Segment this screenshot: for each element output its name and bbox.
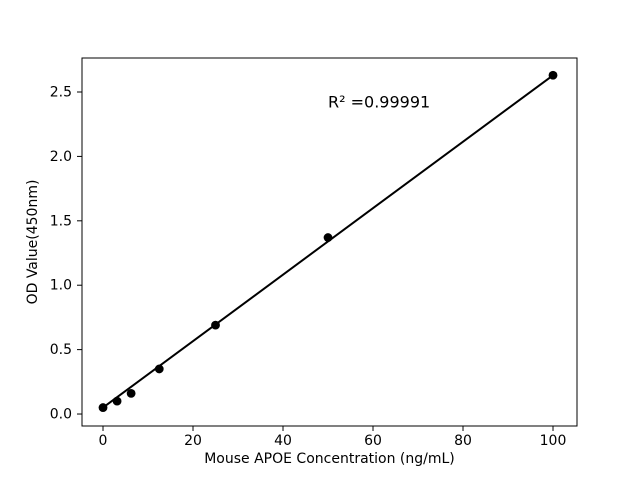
x-tick-label: 40 (274, 433, 292, 449)
data-point (548, 70, 558, 80)
y-tick-label: 1.0 (50, 278, 72, 294)
y-tick-label: 0.5 (50, 342, 72, 358)
x-tick-label: 60 (364, 433, 382, 449)
data-point (98, 403, 108, 412)
axes-frame (81, 57, 578, 427)
data-point (323, 233, 333, 242)
x-tick-label: 20 (184, 433, 202, 449)
data-point (112, 396, 122, 406)
x-tick-label: 100 (540, 433, 567, 449)
y-tick-label: 2.0 (50, 149, 72, 165)
data-point (154, 364, 164, 374)
y-tick-label: 0.0 (50, 407, 72, 423)
y-tick-label: 2.5 (50, 85, 72, 101)
x-axis-label: Mouse APOE Concentration (ng/mL) (204, 451, 455, 467)
x-tick-label: 80 (454, 433, 472, 449)
data-point (211, 320, 220, 330)
y-axis-label: OD Value(450nm) (25, 179, 41, 305)
data-point (126, 389, 136, 398)
x-tick-label: 0 (99, 433, 108, 449)
r-squared-annotation: R² =0.99991 (328, 92, 431, 112)
y-tick-label: 1.5 (50, 213, 72, 229)
